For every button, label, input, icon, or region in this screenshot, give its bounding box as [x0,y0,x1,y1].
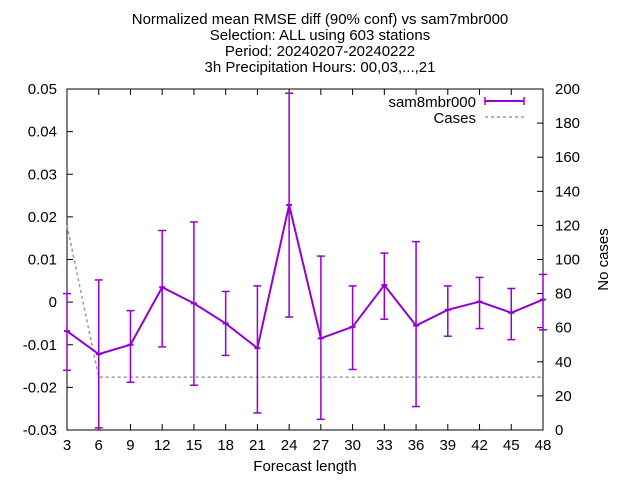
y-right-tick-label: 120 [555,217,580,234]
plot-frame [66,88,544,431]
x-tick-label: 6 [95,437,103,454]
x-tick-label: 27 [313,437,330,454]
chart-title-line: Normalized mean RMSE diff (90% conf) vs … [132,11,509,28]
y-left-tick-label: -0.03 [23,422,57,439]
y-axis-right-label: No cases [595,228,612,291]
x-tick-label: 21 [249,437,266,454]
x-tick-label: 15 [186,437,203,454]
legend-label-cases: Cases [433,110,476,127]
y-right-tick-label: 20 [555,388,572,405]
y-right-tick-label: 60 [555,320,572,337]
chart-title: Normalized mean RMSE diff (90% conf) vs … [132,11,509,76]
series-cases [66,225,543,378]
sam8mbr000-line [66,204,544,356]
chart-title-line: Period: 20240207-20240222 [225,43,415,60]
y-right-tick-label: 100 [555,252,580,269]
y-right-tick-label: 40 [555,354,572,371]
y-right-tick-label: 200 [555,81,580,98]
y-axis-right: 0 20 40 60 80 100 120 140 160 180 200 [537,81,580,439]
y-left-tick-label: -0.02 [23,379,57,396]
y-left-tick-label: 0.02 [28,209,57,226]
x-tick-label: 42 [471,437,488,454]
y-left-tick-label: 0.03 [28,166,57,183]
series-sam8mbr000 [63,92,547,429]
x-tick-label: 12 [154,437,171,454]
chart-title-line: 3h Precipitation Hours: 00,03,...,21 [205,59,436,76]
chart-title-line: Selection: ALL using 603 stations [210,27,430,44]
y-right-tick-label: 0 [555,422,563,439]
x-axis: 3 6 9 12 15 18 21 24 27 30 33 36 39 42 45 48 [63,89,552,454]
legend-label-sam8mbr000: sam8mbr000 [388,94,476,111]
x-tick-label: 48 [535,437,552,454]
x-tick-label: 9 [126,437,134,454]
y-right-tick-label: 180 [555,115,580,132]
y-left-tick-label: 0.05 [28,81,57,98]
x-tick-label: 18 [217,437,234,454]
x-tick-label: 30 [344,437,361,454]
y-left-tick-label: 0 [49,294,57,311]
x-tick-label: 36 [408,437,425,454]
y-right-tick-label: 80 [555,286,572,303]
x-tick-label: 33 [376,437,393,454]
x-axis-label: Forecast length [253,458,356,475]
y-right-tick-label: 160 [555,149,580,166]
y-left-tick-label: 0.04 [28,124,57,141]
y-left-tick-label: -0.01 [23,337,57,354]
x-tick-label: 24 [281,437,298,454]
y-axis-left: -0.03 -0.02 -0.01 0 0.01 0.02 0.03 0.04 0.05 [23,81,73,439]
x-tick-label: 3 [63,437,71,454]
y-right-tick-label: 140 [555,183,580,200]
cases-line [66,225,543,378]
x-tick-label: 45 [503,437,520,454]
y-left-tick-label: 0.01 [28,252,57,269]
x-tick-label: 39 [439,437,456,454]
